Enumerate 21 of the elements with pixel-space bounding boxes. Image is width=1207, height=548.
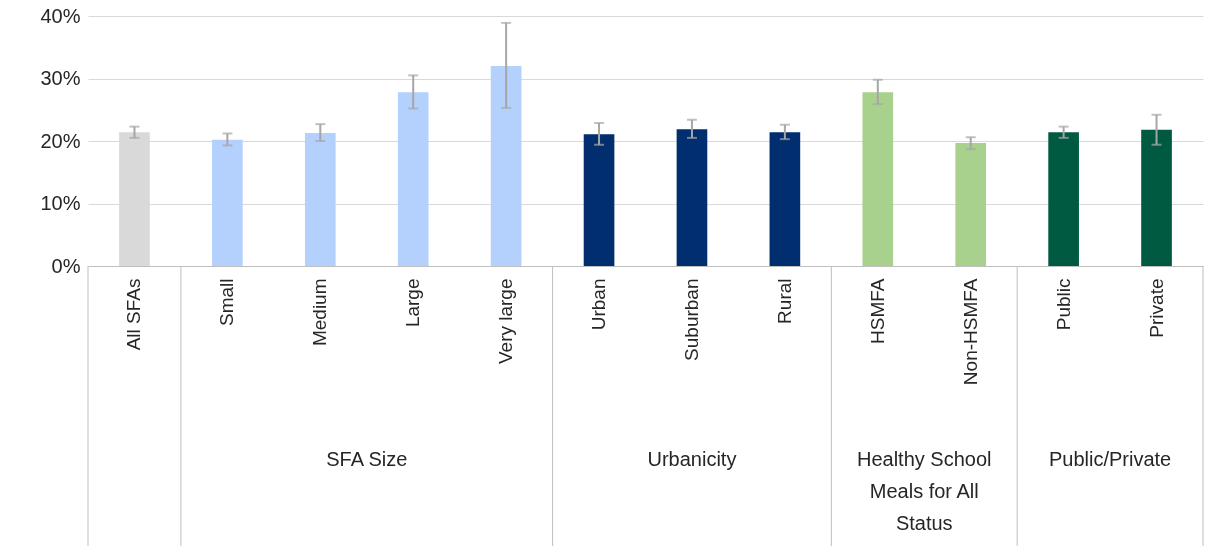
- y-tick-label: 10%: [40, 192, 81, 214]
- y-tick-label: 40%: [40, 4, 81, 27]
- x-tick-label: Rural: [773, 278, 795, 324]
- x-tick-label: All SFAs: [123, 278, 145, 351]
- text: Healthy School Meals for All Status: [856, 448, 992, 534]
- x-tick-label: HSMFA: [866, 278, 888, 344]
- text: Public/Private: [1048, 448, 1172, 470]
- x-tick-label: Private: [1145, 278, 1167, 338]
- x-tick-label: Urban: [588, 278, 610, 331]
- x-tick-label: Medium: [309, 278, 331, 347]
- x-tick-label: Small: [216, 278, 238, 327]
- x-tick-label: Suburban: [680, 278, 702, 361]
- x-tick-label: Non-HSMFA: [959, 278, 981, 386]
- x-tick-label: Very large: [495, 278, 517, 365]
- y-tick-label: 20%: [40, 129, 81, 152]
- x-tick-label: Public: [1052, 278, 1074, 331]
- x-tick-label: Large: [402, 278, 424, 328]
- text: Urbanicity: [647, 448, 737, 470]
- y-tick-label: 30%: [40, 67, 81, 89]
- text: SFA Size: [326, 448, 408, 470]
- y-tick-label: 0%: [51, 254, 81, 277]
